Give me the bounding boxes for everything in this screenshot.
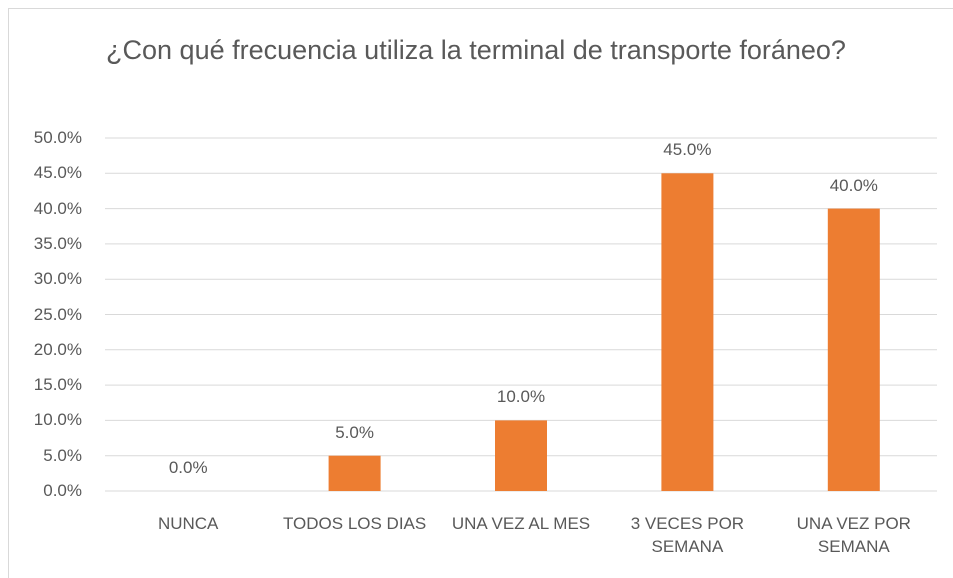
chart-border (8, 8, 953, 578)
y-tick-label: 40.0% (33, 198, 82, 218)
data-label: 0.0% (168, 458, 208, 477)
data-label: 40.0% (829, 175, 878, 195)
data-label: 10.0% (496, 387, 546, 407)
y-tick-label: 45.0% (33, 163, 82, 183)
data-label: 5.0% (335, 422, 374, 442)
data-label: 45.0% (663, 140, 712, 160)
bar (827, 208, 880, 491)
y-tick-label: 0.0% (43, 481, 82, 500)
x-tick-label: TODOS LOS DIAS (282, 514, 427, 533)
y-tick-label: 50.0% (33, 128, 82, 147)
x-tick-label: UNA VEZ POR SEMANA (796, 514, 911, 556)
y-tick-label: 35.0% (33, 233, 82, 253)
x-tick-label: 3 VECES POR SEMANA (630, 514, 745, 556)
x-tick-label: UNA VEZ AL MES (451, 514, 591, 533)
y-tick-label: 25.0% (33, 304, 82, 324)
y-tick-label: 30.0% (33, 269, 82, 289)
y-tick-label: 20.0% (33, 339, 82, 359)
bar (661, 173, 714, 492)
y-tick-label: 5.0% (43, 445, 82, 465)
bar (328, 455, 381, 491)
x-tick-label: NUNCA (157, 514, 219, 533)
y-tick-label: 15.0% (33, 375, 82, 395)
bar (495, 420, 547, 491)
chart-title: ¿Con qué frecuencia utiliza la terminal … (106, 35, 846, 65)
y-tick-label: 10.0% (33, 410, 82, 430)
